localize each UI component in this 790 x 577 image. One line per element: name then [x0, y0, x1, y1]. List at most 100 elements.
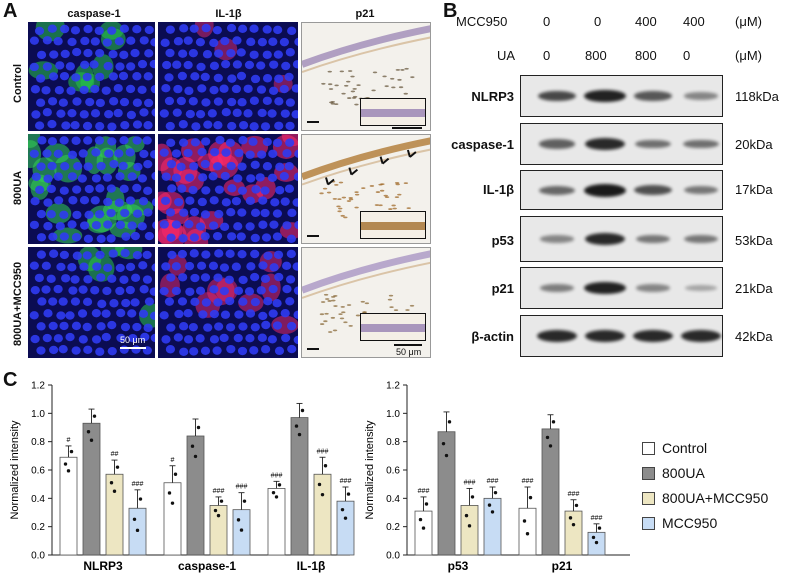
panel-letter-c: C: [3, 369, 18, 391]
column-heading-il1b: IL-1β: [215, 8, 242, 20]
data-point: [63, 462, 68, 466]
data-point: [568, 516, 573, 520]
category-label: p53: [448, 559, 469, 573]
kda-nlrp3: 118kDa: [735, 89, 779, 104]
kda-il1b: 17kDa: [735, 182, 773, 197]
significance-mark: ###: [132, 481, 144, 488]
data-point: [444, 453, 449, 458]
inset-scale-bar: [392, 127, 422, 129]
blot-band: [584, 329, 626, 343]
column-heading-caspase-1: caspase-1: [67, 8, 121, 20]
data-point: [300, 408, 305, 413]
data-point: [173, 472, 178, 476]
data-point: [132, 517, 137, 521]
bar: [437, 431, 456, 556]
significance-mark: ###: [487, 478, 499, 485]
significance-mark: ###: [464, 479, 476, 486]
data-point: [525, 532, 530, 536]
data-point: [277, 483, 282, 487]
kda-beta-actin: 42kDa: [735, 329, 773, 344]
legend-label-800ua-mcc950: 800UA+MCC950: [662, 490, 769, 506]
bar: [483, 497, 502, 556]
data-point: [294, 424, 299, 428]
data-point: [323, 464, 328, 468]
y-axis-label: Normalized intensity: [9, 420, 21, 520]
mcc950-value: 0: [594, 14, 602, 29]
blot-nlrp3: [520, 75, 723, 117]
data-point: [219, 499, 224, 503]
blot-band: [685, 285, 717, 291]
blot-label-p21: p21: [491, 281, 514, 296]
scale-label: 50 μm: [120, 335, 146, 345]
data-point: [66, 469, 71, 473]
micrograph-800ua-il1b: [158, 134, 298, 244]
blot-label-beta-actin: β-actin: [471, 329, 514, 344]
ua-value: 0: [543, 48, 551, 63]
data-point: [109, 481, 114, 485]
data-point: [418, 517, 423, 522]
bar: [313, 473, 332, 556]
data-point: [343, 516, 348, 520]
data-point: [167, 491, 172, 495]
data-point: [545, 435, 550, 440]
kda-p53: 53kDa: [735, 233, 773, 248]
blot-band: [584, 232, 626, 246]
data-point: [297, 432, 302, 437]
data-point: [320, 492, 325, 497]
category-label: p21: [552, 559, 573, 573]
micrograph-inset: [360, 211, 426, 239]
blot-band: [635, 234, 671, 244]
bar: [232, 509, 251, 556]
blot-band: [584, 183, 626, 197]
significance-mark: ###: [418, 488, 430, 495]
blot-band: [635, 139, 671, 149]
ua-value: 800: [635, 48, 657, 63]
significance-mark: ###: [568, 491, 580, 498]
y-tick-label: 1.2: [31, 381, 45, 392]
kda-caspase-1: 20kDa: [735, 137, 773, 152]
blot-p53: [520, 216, 723, 262]
inset-scale-label: 50 μm: [396, 347, 422, 357]
significance-mark: #: [67, 437, 71, 444]
data-point: [487, 503, 492, 507]
micrograph-inset: [360, 98, 426, 126]
blot-band: [684, 92, 718, 100]
y-tick-label: 0.8: [386, 437, 400, 448]
blot-band: [634, 91, 672, 101]
data-point: [571, 522, 576, 527]
bar: [186, 435, 205, 556]
blot-band: [683, 139, 719, 149]
blot-band: [636, 284, 670, 292]
data-point: [470, 495, 475, 499]
blot-label-il1b: IL-1β: [482, 182, 514, 197]
blot-band: [634, 184, 672, 196]
data-point: [346, 492, 351, 496]
data-point: [69, 449, 74, 454]
y-tick-label: 1.2: [386, 381, 400, 392]
blot-band: [632, 329, 674, 343]
scale-bar: [307, 121, 319, 123]
data-point: [421, 526, 426, 530]
category-label: NLRP3: [83, 559, 123, 573]
micrograph-800ua-p21: [301, 134, 431, 244]
scale-bar: [120, 347, 146, 349]
data-point: [317, 482, 322, 487]
panel-letter-b: B: [443, 0, 458, 22]
micrograph-mcc950-il1b: [158, 247, 298, 358]
blot-il1b: [520, 170, 723, 210]
mcc950-value: 400: [635, 14, 657, 29]
data-point: [170, 501, 175, 505]
blot-band: [540, 235, 574, 243]
micrograph-control-p21: [301, 22, 431, 131]
bar: [414, 510, 433, 556]
y-axis-label: Normalized intensity: [364, 420, 376, 520]
data-point: [574, 503, 579, 508]
legend-label-800ua: 800UA: [662, 465, 705, 481]
data-point: [193, 454, 198, 459]
row-heading-800ua: 800UA: [12, 170, 24, 205]
bar: [163, 482, 182, 556]
blot-band: [683, 234, 719, 244]
ua-value: 0: [683, 48, 691, 63]
blot-band: [584, 281, 626, 295]
blot-caspase-1: [520, 123, 723, 165]
